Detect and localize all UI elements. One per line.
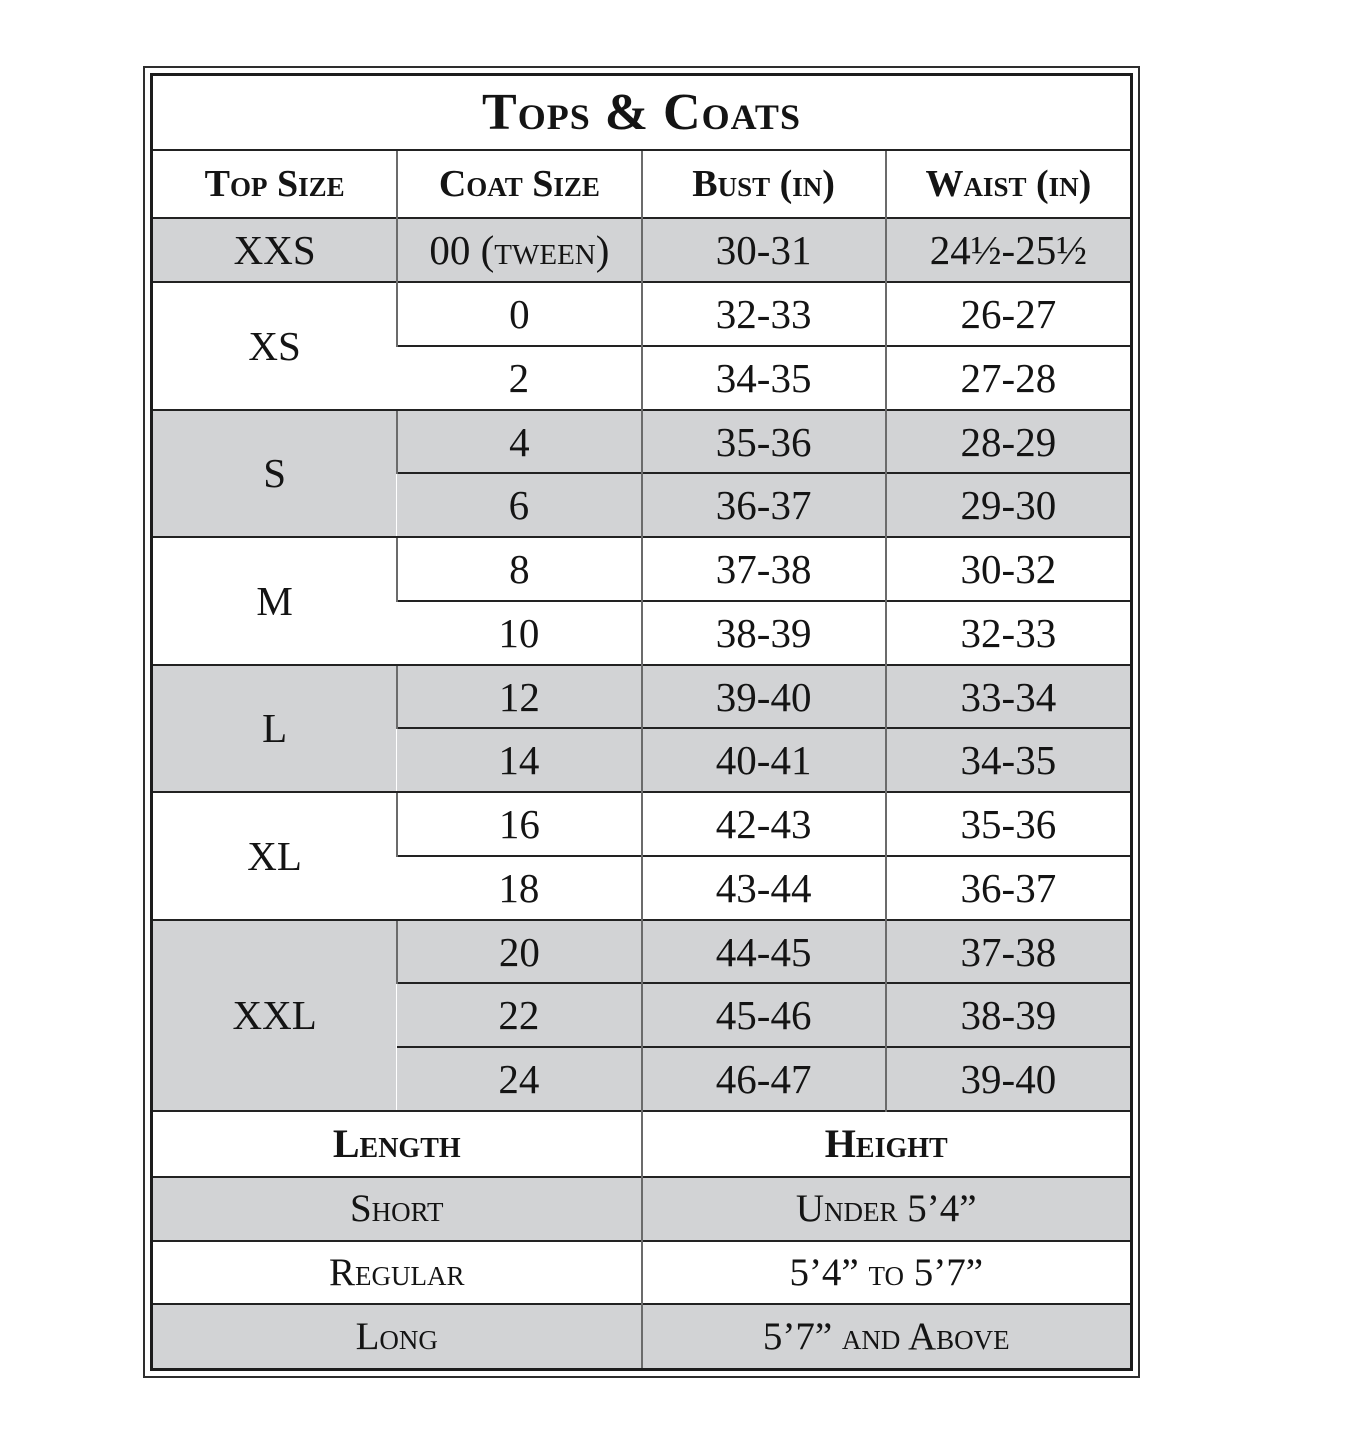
waist-cell: 37-38	[884, 918, 1130, 984]
length-cell: Regular	[153, 1239, 642, 1305]
coat-size-cell: 00 (tween)	[396, 217, 642, 283]
waist-cell: 27-28	[884, 344, 1130, 410]
bust-cell: 36-37	[640, 472, 886, 538]
waist-cell: 26-27	[884, 281, 1130, 346]
length-height-header-row: Length Height	[153, 1109, 1130, 1177]
table-row: 10 38-39 32-33	[153, 599, 1130, 665]
table-row: XXS 00 (tween) 30-31 24½-25½	[153, 217, 1130, 283]
waist-cell: 29-30	[884, 472, 1130, 538]
top-size-cell: S	[153, 408, 398, 538]
table-row: XXL 20 44-45 37-38	[153, 918, 1130, 1111]
chart-outer-frame: Tops & Coats Top Size Coat Size Bust (in…	[143, 66, 1140, 1378]
coat-size-cell: 10	[397, 599, 642, 665]
table-row: Short Under 5’4”	[153, 1175, 1130, 1241]
waist-cell: 30-32	[884, 536, 1130, 601]
coat-size-cell: 6	[397, 472, 642, 538]
coat-size-cell: 12	[396, 663, 642, 729]
length-header: Length	[153, 1109, 642, 1177]
bust-cell: 34-35	[640, 344, 886, 410]
col-header-top-size: Top Size	[153, 149, 398, 219]
coat-size-cell: 2	[397, 344, 642, 410]
table-row: L 12 39-40 33-34	[153, 663, 1130, 793]
bust-cell: 46-47	[640, 1046, 886, 1111]
coat-size-cell: 20	[396, 918, 642, 984]
bust-cell: 43-44	[640, 854, 886, 920]
waist-cell: 28-29	[884, 408, 1130, 474]
table-row: XS 0 32-33 26-27	[153, 281, 1130, 410]
table-row: 6 36-37 29-30	[153, 472, 1130, 538]
col-header-coat-size: Coat Size	[396, 149, 642, 219]
height-cell: 5’4” to 5’7”	[640, 1239, 1130, 1305]
bust-cell: 35-36	[640, 408, 886, 474]
table-row: S 4 35-36 28-29	[153, 408, 1130, 538]
col-header-waist: Waist (in)	[884, 149, 1130, 219]
table-row: M 8 37-38 30-32	[153, 536, 1130, 665]
table-row: Long 5’7” and Above	[153, 1303, 1130, 1368]
bust-cell: 40-41	[640, 727, 886, 793]
coat-size-cell: 16	[396, 791, 642, 856]
coat-size-cell: 14	[397, 727, 642, 793]
top-size-cell: M	[153, 536, 398, 665]
table-row: 24 46-47 39-40	[153, 1046, 1130, 1111]
column-header-row: Top Size Coat Size Bust (in) Waist (in)	[153, 149, 1130, 219]
height-cell: 5’7” and Above	[640, 1303, 1130, 1368]
waist-cell: 24½-25½	[884, 217, 1130, 283]
coat-size-cell: 24	[397, 1046, 642, 1111]
top-size-cell: XL	[153, 791, 398, 920]
coat-size-cell: 18	[397, 854, 642, 920]
bust-cell: 32-33	[640, 281, 886, 346]
title-row: Tops & Coats	[153, 76, 1130, 150]
chart-inner-frame: Tops & Coats Top Size Coat Size Bust (in…	[150, 73, 1133, 1371]
col-header-bust: Bust (in)	[640, 149, 886, 219]
waist-cell: 32-33	[884, 599, 1130, 665]
coat-size-cell: 22	[397, 982, 642, 1048]
waist-cell: 33-34	[884, 663, 1130, 729]
waist-cell: 35-36	[884, 791, 1130, 856]
length-cell: Long	[153, 1303, 642, 1368]
bust-cell: 39-40	[640, 663, 886, 729]
bust-cell: 42-43	[640, 791, 886, 856]
length-cell: Short	[153, 1175, 642, 1241]
table-row: 22 45-46 38-39	[153, 982, 1130, 1048]
bust-cell: 38-39	[640, 599, 886, 665]
waist-cell: 39-40	[884, 1046, 1130, 1111]
height-header: Height	[640, 1109, 1130, 1177]
coat-size-cell: 4	[396, 408, 642, 474]
size-chart-table: Tops & Coats Top Size Coat Size Bust (in…	[153, 76, 1130, 1368]
table-row: XL 16 42-43 35-36	[153, 791, 1130, 920]
bust-cell: 37-38	[640, 536, 886, 601]
top-size-cell: XXS	[153, 217, 398, 283]
bust-cell: 45-46	[640, 982, 886, 1048]
waist-cell: 34-35	[884, 727, 1130, 793]
table-row: 18 43-44 36-37	[153, 854, 1130, 920]
waist-cell: 38-39	[884, 982, 1130, 1048]
top-size-cell: XS	[153, 281, 398, 410]
bust-cell: 30-31	[640, 217, 886, 283]
table-row: Regular 5’4” to 5’7”	[153, 1239, 1130, 1305]
bust-cell: 44-45	[640, 918, 886, 984]
table-title: Tops & Coats	[482, 84, 801, 142]
height-cell: Under 5’4”	[640, 1175, 1130, 1241]
table-row: 14 40-41 34-35	[153, 727, 1130, 793]
waist-cell: 36-37	[884, 854, 1130, 920]
table-row: 2 34-35 27-28	[153, 344, 1130, 410]
coat-size-cell: 8	[396, 536, 642, 601]
coat-size-cell: 0	[396, 281, 642, 346]
top-size-cell: L	[153, 663, 398, 793]
top-size-cell: XXL	[153, 918, 398, 1111]
